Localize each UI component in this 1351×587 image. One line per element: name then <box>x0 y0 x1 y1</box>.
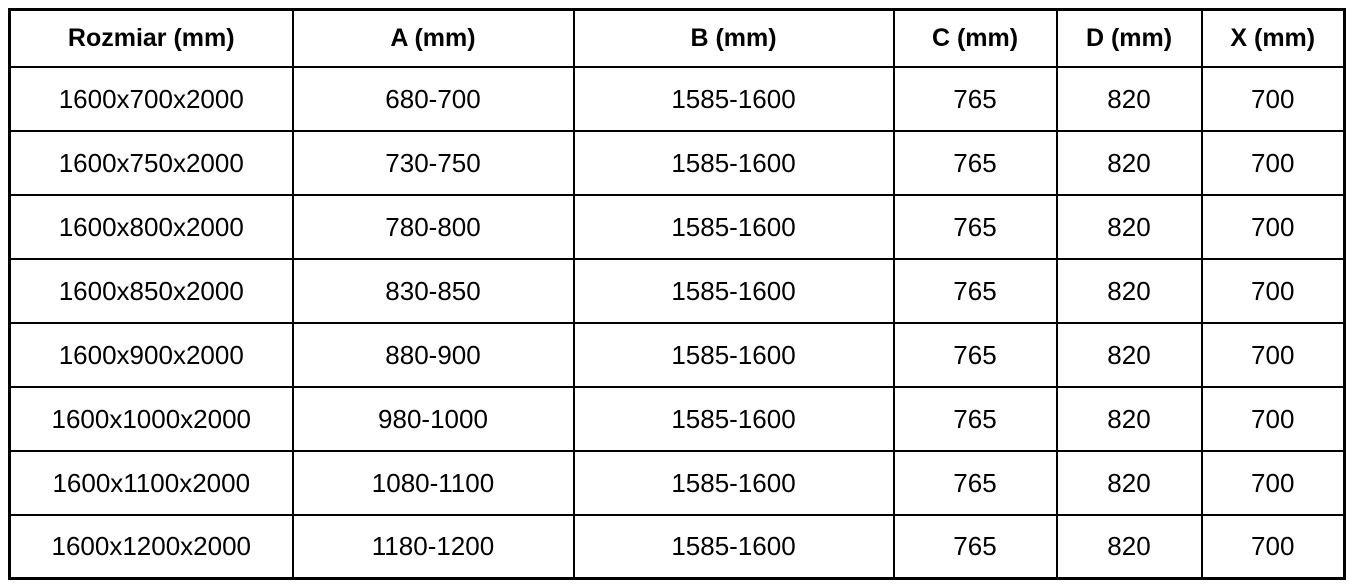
table-cell-a: 880-900 <box>291 321 575 388</box>
table-cell-a: 830-850 <box>291 257 575 324</box>
table-cell-b: 1585-1600 <box>572 193 895 260</box>
table-cell-x: 700 <box>1200 385 1346 452</box>
table-header: Rozmiar (mm) A (mm) B (mm) C (mm) D (mm) X (m… <box>8 8 1346 68</box>
table-cell-a: 780-800 <box>291 193 575 260</box>
table-row: 1600x1100x2000 1080-1100 1585-1600 765 820 70… <box>8 449 1346 516</box>
table-cell-x: 700 <box>1200 321 1346 388</box>
table-row: 1600x900x2000 880-900 1585-1600 765 820 700 <box>8 321 1346 388</box>
table-cell-d: 820 <box>1055 385 1203 452</box>
table-row: 1600x700x2000 680-700 1585-1600 765 820 700 <box>8 65 1346 132</box>
column-header-b: B (mm) <box>572 8 895 68</box>
size-specification-table: Rozmiar (mm) A (mm) B (mm) C (mm) D (mm) X (m… <box>8 8 1346 580</box>
table-cell-c: 765 <box>892 257 1058 324</box>
table-cell-a: 1180-1200 <box>291 513 575 580</box>
table-cell-c: 765 <box>892 65 1058 132</box>
table-row: 1600x850x2000 830-850 1585-1600 765 820 700 <box>8 257 1346 324</box>
table-cell-x: 700 <box>1200 129 1346 196</box>
table-row: 1600x1000x2000 980-1000 1585-1600 765 820 700 <box>8 385 1346 452</box>
table-cell-b: 1585-1600 <box>572 321 895 388</box>
table-cell-a: 680-700 <box>291 65 575 132</box>
header-row: Rozmiar (mm) A (mm) B (mm) C (mm) D (mm) X (m… <box>8 8 1346 68</box>
table-cell-d: 820 <box>1055 449 1203 516</box>
table-cell-d: 820 <box>1055 65 1203 132</box>
column-header-a: A (mm) <box>291 8 575 68</box>
table-body: 1600x700x2000 680-700 1585-1600 765 820 700 16… <box>8 65 1346 580</box>
table-row: 1600x750x2000 730-750 1585-1600 765 820 700 <box>8 129 1346 196</box>
table-cell-x: 700 <box>1200 449 1346 516</box>
table-cell-x: 700 <box>1200 257 1346 324</box>
table-cell-c: 765 <box>892 385 1058 452</box>
table-cell-b: 1585-1600 <box>572 449 895 516</box>
table-cell-rozmiar: 1600x900x2000 <box>8 321 294 388</box>
table-cell-rozmiar: 1600x850x2000 <box>8 257 294 324</box>
table-cell-x: 700 <box>1200 513 1346 580</box>
table-cell-a: 980-1000 <box>291 385 575 452</box>
table-row: 1600x800x2000 780-800 1585-1600 765 820 700 <box>8 193 1346 260</box>
table-cell-c: 765 <box>892 321 1058 388</box>
table-cell-b: 1585-1600 <box>572 257 895 324</box>
column-header-d: D (mm) <box>1055 8 1203 68</box>
table-cell-c: 765 <box>892 513 1058 580</box>
table-cell-rozmiar: 1600x700x2000 <box>8 65 294 132</box>
column-header-rozmiar: Rozmiar (mm) <box>8 8 294 68</box>
table-cell-d: 820 <box>1055 257 1203 324</box>
column-header-c: C (mm) <box>892 8 1058 68</box>
table-cell-c: 765 <box>892 129 1058 196</box>
table-cell-rozmiar: 1600x1000x2000 <box>8 385 294 452</box>
table-cell-a: 730-750 <box>291 129 575 196</box>
table-cell-x: 700 <box>1200 193 1346 260</box>
table-cell-rozmiar: 1600x800x2000 <box>8 193 294 260</box>
table-cell-b: 1585-1600 <box>572 129 895 196</box>
table-cell-d: 820 <box>1055 513 1203 580</box>
table-cell-a: 1080-1100 <box>291 449 575 516</box>
table-cell-c: 765 <box>892 193 1058 260</box>
table-cell-rozmiar: 1600x1200x2000 <box>8 513 294 580</box>
table-cell-d: 820 <box>1055 321 1203 388</box>
table-cell-rozmiar: 1600x750x2000 <box>8 129 294 196</box>
table-cell-d: 820 <box>1055 193 1203 260</box>
table-cell-b: 1585-1600 <box>572 385 895 452</box>
table-row: 1600x1200x2000 1180-1200 1585-1600 765 820 70… <box>8 513 1346 580</box>
table-cell-b: 1585-1600 <box>572 513 895 580</box>
table-cell-b: 1585-1600 <box>572 65 895 132</box>
table-cell-d: 820 <box>1055 129 1203 196</box>
column-header-x: X (mm) <box>1200 8 1346 68</box>
table-cell-rozmiar: 1600x1100x2000 <box>8 449 294 516</box>
table-cell-c: 765 <box>892 449 1058 516</box>
table-cell-x: 700 <box>1200 65 1346 132</box>
